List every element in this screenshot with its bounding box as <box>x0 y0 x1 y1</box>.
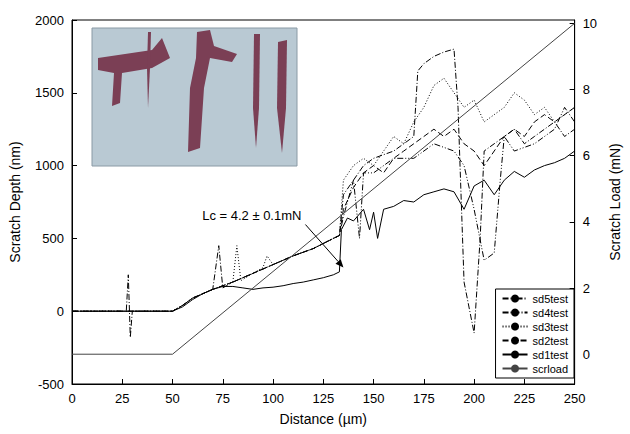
svg-text:sd2test: sd2test <box>533 335 568 347</box>
svg-text:Scratch Depth (nm): Scratch Depth (nm) <box>7 141 23 262</box>
svg-text:2000: 2000 <box>35 13 64 28</box>
svg-text:scrload: scrload <box>533 363 568 375</box>
svg-text:25: 25 <box>115 391 129 406</box>
svg-text:75: 75 <box>216 391 230 406</box>
svg-text:6: 6 <box>583 148 590 163</box>
svg-text:8: 8 <box>583 82 590 97</box>
svg-text:500: 500 <box>42 231 64 246</box>
svg-text:0: 0 <box>583 347 590 362</box>
svg-text:100: 100 <box>262 391 284 406</box>
svg-text:4: 4 <box>583 214 590 229</box>
svg-text:sd5test: sd5test <box>533 293 568 305</box>
svg-text:10: 10 <box>583 16 597 31</box>
svg-text:200: 200 <box>463 391 485 406</box>
svg-text:Lc = 4.2 ± 0.1mN: Lc = 4.2 ± 0.1mN <box>202 208 301 223</box>
svg-text:50: 50 <box>165 391 179 406</box>
svg-text:150: 150 <box>363 391 385 406</box>
svg-text:250: 250 <box>564 391 586 406</box>
svg-text:-500: -500 <box>38 377 64 392</box>
svg-text:sd4test: sd4test <box>533 307 568 319</box>
svg-text:225: 225 <box>514 391 536 406</box>
svg-text:sd3test: sd3test <box>533 321 568 333</box>
svg-text:Scratch Load (mN): Scratch Load (mN) <box>607 143 623 260</box>
svg-text:0: 0 <box>68 391 75 406</box>
svg-text:125: 125 <box>312 391 334 406</box>
svg-text:Distance (µm): Distance (µm) <box>280 411 367 427</box>
svg-text:2: 2 <box>583 281 590 296</box>
svg-text:1000: 1000 <box>35 158 64 173</box>
svg-text:175: 175 <box>413 391 435 406</box>
svg-text:1500: 1500 <box>35 85 64 100</box>
svg-text:0: 0 <box>57 304 64 319</box>
svg-text:sd1test: sd1test <box>533 349 568 361</box>
